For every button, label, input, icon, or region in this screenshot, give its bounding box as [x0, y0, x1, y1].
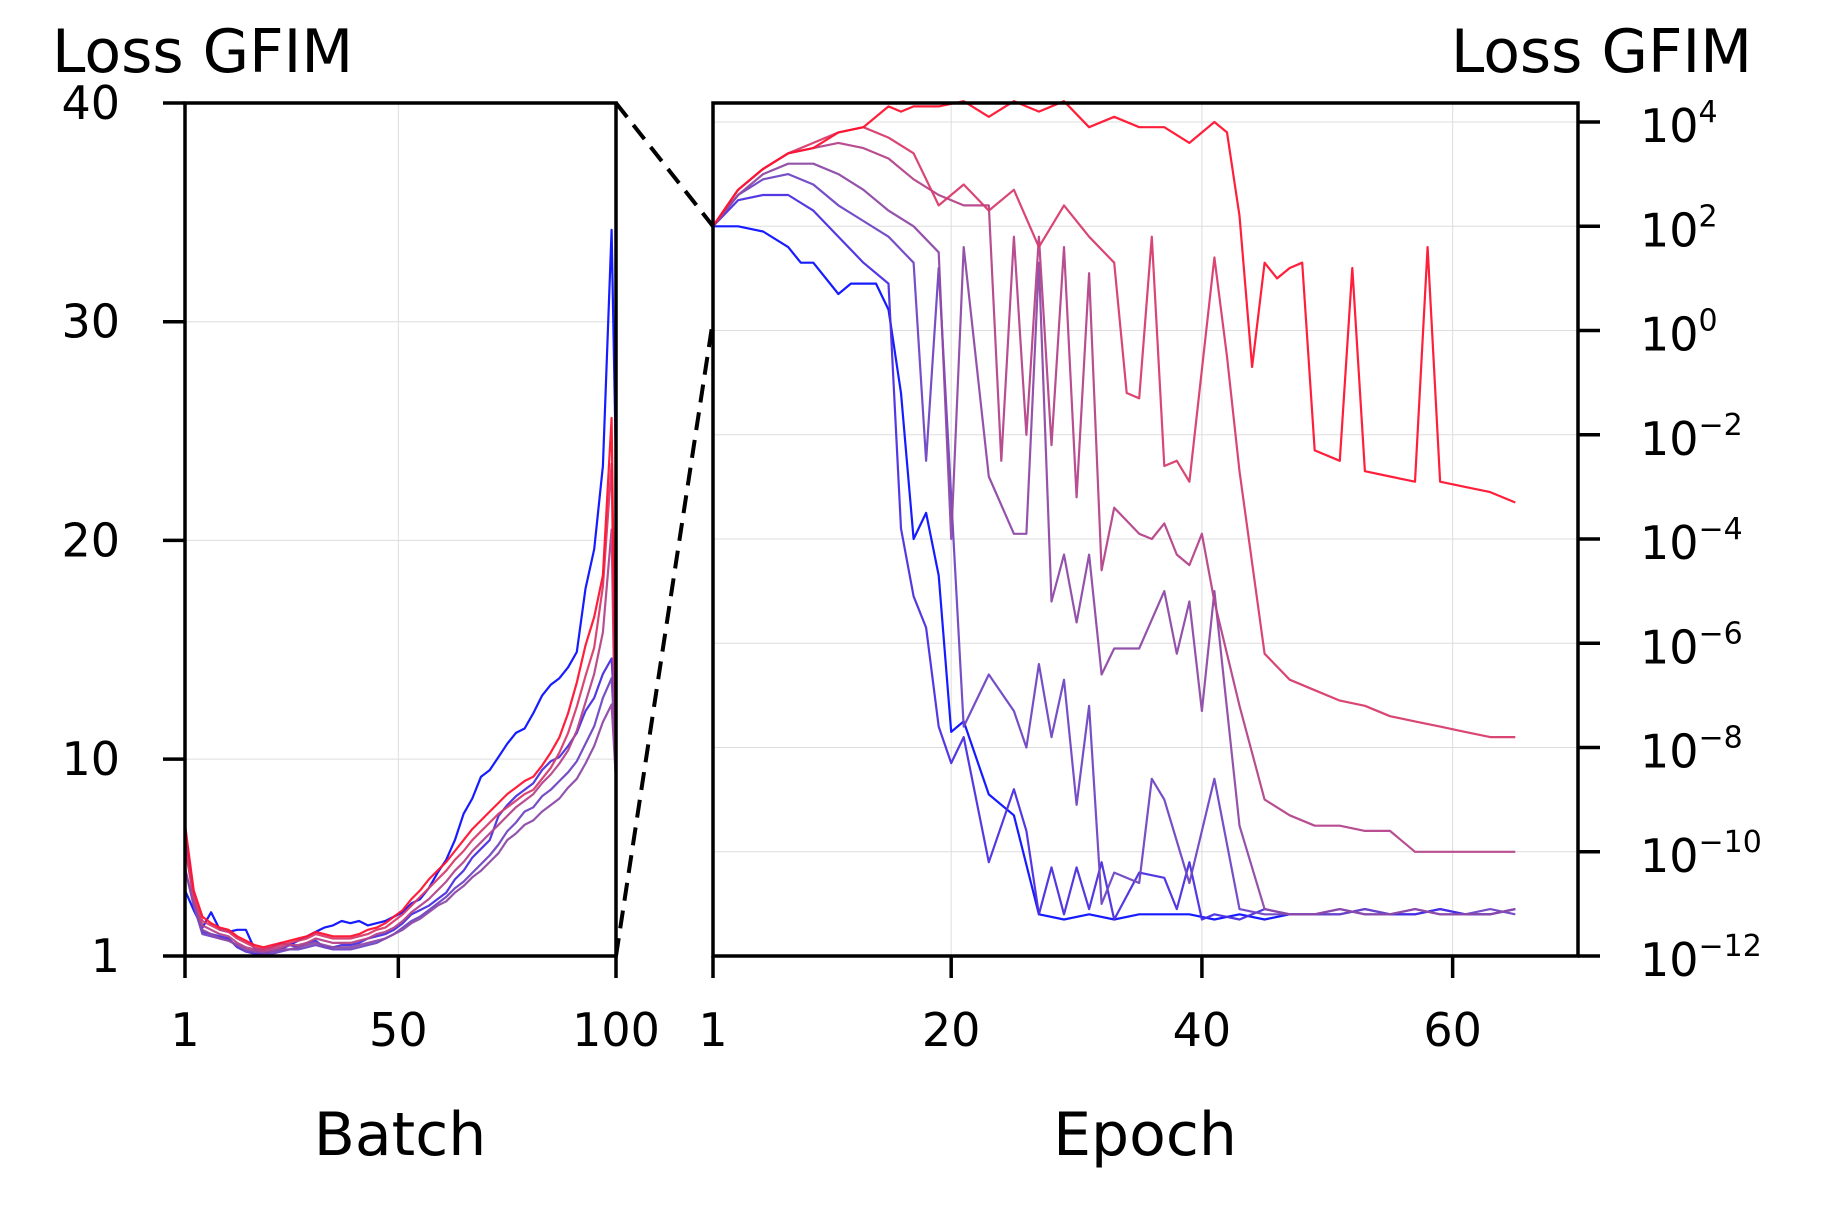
right-ytick-label: 10−12 [1640, 929, 1762, 987]
left-series-line-6 [183, 462, 618, 951]
right-xtick-label: 1 [698, 1003, 727, 1057]
left-series-line-2 [183, 657, 618, 955]
left-ytick-label: 20 [61, 513, 120, 567]
right-chart-title: Loss GFIM [1451, 17, 1752, 87]
right-ytick-label: 10−2 [1640, 408, 1743, 466]
left-ytick-label: 1 [91, 929, 120, 983]
right-plot-frame [711, 101, 1580, 958]
left-chart-title: Loss GFIM [52, 17, 353, 87]
right-x-axis-label: Epoch [1053, 1100, 1237, 1170]
left-x-axis-label: Batch [314, 1100, 486, 1170]
left-series-line-4 [183, 703, 618, 953]
right-ytick-label: 104 [1640, 95, 1718, 153]
right-ytick-label: 10−6 [1640, 616, 1743, 674]
right-xtick-label: 20 [922, 1003, 981, 1057]
left-ytick-label: 40 [61, 76, 120, 130]
left-ytick-label: 30 [61, 295, 120, 349]
left-series-line-7 [183, 416, 618, 949]
left-plot-frame [183, 101, 618, 958]
left-series-line-5 [183, 528, 618, 953]
right-panel: 1 20 40 60 104 102 100 10−2 10−4 10−6 10−8 10−10 10−… [698, 17, 1762, 1170]
right-series-line-3 [712, 173, 1516, 916]
right-series-line-5 [712, 141, 1516, 853]
left-series-line-1 [183, 228, 618, 951]
right-series-line-7 [712, 100, 1516, 504]
right-ytick-label: 10−8 [1640, 721, 1743, 779]
right-xtick-label: 40 [1173, 1003, 1232, 1057]
left-xtick-label: 50 [369, 1003, 428, 1057]
zoom-connector-bottom-line [614, 319, 715, 957]
right-ytick-label: 10−4 [1640, 512, 1743, 570]
zoom-connector-top-line [614, 101, 715, 228]
right-ytick-label: 100 [1640, 304, 1718, 362]
zoom-connector [614, 101, 715, 957]
left-xtick-label: 1 [170, 1003, 199, 1057]
right-xtick-label: 60 [1423, 1003, 1482, 1057]
right-ytick-label: 10−10 [1640, 825, 1762, 883]
left-xtick-label: 100 [572, 1003, 660, 1057]
right-series-line-6 [712, 126, 1516, 739]
right-series-line-2 [712, 193, 1516, 921]
left-ytick-label: 10 [61, 732, 120, 786]
right-series-line-4 [712, 162, 1516, 916]
right-ytick-label: 102 [1640, 199, 1718, 257]
